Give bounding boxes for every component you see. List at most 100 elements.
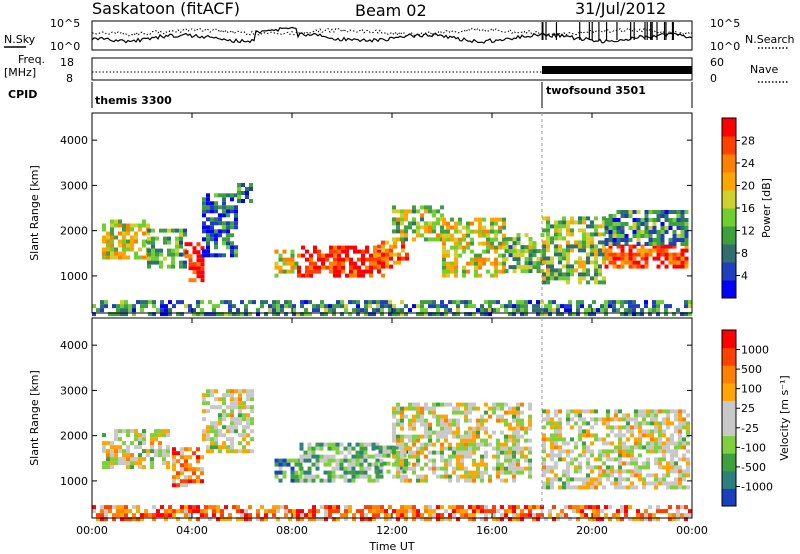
heatmap-cell-1-8 xyxy=(676,509,680,514)
heatmap-cell-1-4 xyxy=(335,446,340,451)
heatmap-cell-1-7 xyxy=(674,413,678,418)
heatmap-cell-1-6 xyxy=(416,418,420,423)
heatmap-cell-1-8 xyxy=(100,517,104,522)
heatmap-cell-1-8 xyxy=(552,517,556,522)
heatmap-cell-0-14 xyxy=(344,308,348,313)
heatmap-cell-0-9 xyxy=(458,245,462,250)
heatmap-cell-0-10 xyxy=(532,249,537,254)
heatmap-cell-1-7 xyxy=(590,453,594,458)
heatmap-cell-1-6 xyxy=(444,414,448,419)
heatmap-cell-1-8 xyxy=(372,509,376,514)
heatmap-cell-1-7 xyxy=(682,425,686,430)
heatmap-cell-1-2 xyxy=(202,409,206,414)
heatmap-cell-1-8 xyxy=(548,513,552,518)
heatmap-cell-0-9 xyxy=(482,233,486,238)
heatmap-cell-1-4 xyxy=(351,470,356,475)
heatmap-cell-0-13 xyxy=(664,218,669,222)
heatmap-cell-1-8 xyxy=(308,509,312,514)
heatmap-cell-1-4 xyxy=(351,446,356,451)
heatmap-cell-0-11 xyxy=(566,272,570,277)
heatmap-cell-0-3 xyxy=(206,225,210,230)
heatmap-cell-1-2 xyxy=(214,425,218,430)
heatmap-cell-0-14 xyxy=(456,300,460,305)
nsearch-tick-bottom: 10^0 xyxy=(710,40,740,53)
heatmap-cell-0-14 xyxy=(396,312,400,317)
heatmap-cell-0-14 xyxy=(684,304,688,309)
heatmap-cell-1-4 xyxy=(323,442,328,447)
heatmap-cell-1-8 xyxy=(200,509,204,514)
heatmap-cell-0-14 xyxy=(620,300,624,305)
heatmap-cell-1-8 xyxy=(508,505,512,510)
heatmap-cell-1-8 xyxy=(364,505,368,510)
heatmap-cell-1-2 xyxy=(250,437,254,442)
heatmap-cell-1-7 xyxy=(590,433,594,438)
heatmap-cell-0-14 xyxy=(228,312,232,317)
heatmap-cell-1-4 xyxy=(371,478,376,483)
heatmap-cell-1-7 xyxy=(578,477,582,482)
heatmap-cell-1-8 xyxy=(372,517,376,522)
heatmap-cell-1-6 xyxy=(432,430,436,435)
heatmap-cell-1-4 xyxy=(311,454,316,459)
heatmap-cell-0-11 xyxy=(546,228,550,233)
heatmap-cell-1-6 xyxy=(492,406,496,411)
heatmap-cell-1-7 xyxy=(638,441,642,446)
heatmap-cell-0-10 xyxy=(508,245,513,250)
heatmap-cell-1-6 xyxy=(472,442,476,447)
heatmap-cell-1-7 xyxy=(554,461,558,466)
heatmap-cell-0-0 xyxy=(126,223,130,228)
heatmap-cell-1-8 xyxy=(516,513,520,518)
heatmap-cell-0-10 xyxy=(512,253,517,258)
heatmap-cell-1-8 xyxy=(680,505,684,510)
heatmap-cell-1-6 xyxy=(424,474,428,479)
heatmap-cell-0-1 xyxy=(167,264,171,269)
heatmap-cell-0-0 xyxy=(138,247,142,252)
heatmap-cell-0-2 xyxy=(192,262,197,267)
heatmap-cell-1-7 xyxy=(666,421,670,426)
heatmap-cell-1-7 xyxy=(554,433,558,438)
heatmap-cell-0-12 xyxy=(660,252,665,257)
heatmap-cell-1-8 xyxy=(368,517,372,522)
heatmap-cell-1-8 xyxy=(404,517,408,522)
heatmap-cell-1-4 xyxy=(331,454,336,459)
heatmap-cell-1-4 xyxy=(347,442,352,447)
heatmap-cell-1-8 xyxy=(92,509,96,514)
heatmap-cell-1-6 xyxy=(528,466,532,471)
heatmap-cell-0-9 xyxy=(442,265,446,270)
heatmap-cell-1-6 xyxy=(428,426,432,431)
heatmap-cell-1-6 xyxy=(480,422,484,427)
heatmap-cell-1-7 xyxy=(610,429,614,434)
heatmap-cell-1-8 xyxy=(176,517,180,522)
heatmap-cell-0-8 xyxy=(416,229,420,234)
heatmap-cell-1-8 xyxy=(256,517,260,522)
heatmap-cell-0-7 xyxy=(381,256,385,261)
heatmap-cell-1-6 xyxy=(504,458,508,463)
heatmap-cell-0-14 xyxy=(532,308,536,313)
heatmap-cell-1-7 xyxy=(546,469,550,474)
heatmap-cell-0-1 xyxy=(151,248,155,253)
heatmap-cell-1-7 xyxy=(574,469,578,474)
heatmap-cell-1-8 xyxy=(188,509,192,514)
heatmap-cell-0-9 xyxy=(490,221,494,226)
heatmap-cell-1-3 xyxy=(278,466,283,471)
heatmap-cell-1-7 xyxy=(610,465,614,470)
heatmap-cell-1-8 xyxy=(288,509,292,514)
heatmap-cell-1-7 xyxy=(654,445,658,450)
heatmap-cell-1-3 xyxy=(274,474,279,479)
heatmap-cell-1-8 xyxy=(404,505,408,510)
heatmap-cell-0-14 xyxy=(468,312,472,317)
heatmap-cell-0-12 xyxy=(680,248,685,253)
heatmap-cell-0-8 xyxy=(440,205,444,210)
heatmap-cell-1-7 xyxy=(638,465,642,470)
heatmap-cell-1-7 xyxy=(578,461,582,466)
heatmap-cell-1-6 xyxy=(512,414,516,419)
heatmap-cell-1-7 xyxy=(666,425,670,430)
heatmap-cell-1-7 xyxy=(662,473,666,478)
heatmap-cell-1-7 xyxy=(554,413,558,418)
heatmap-cell-0-6 xyxy=(309,261,313,266)
heatmap-cell-1-6 xyxy=(432,406,436,411)
heatmap-cell-0-14 xyxy=(472,304,476,309)
heatmap-cell-1-0 xyxy=(142,449,146,454)
heatmap-cell-1-2 xyxy=(218,397,222,402)
heatmap-cell-1-8 xyxy=(108,505,112,510)
heatmap-cell-0-8 xyxy=(392,237,396,242)
